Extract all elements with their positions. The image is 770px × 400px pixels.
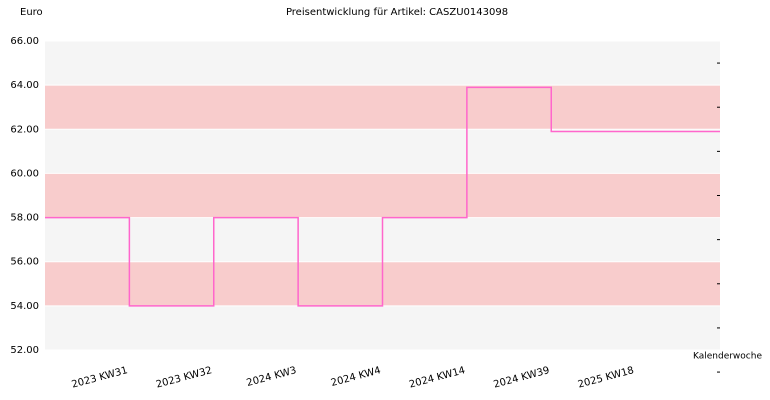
y-axis-label: Euro <box>20 7 43 18</box>
x-tick-label: 2023 KW32 <box>155 365 213 390</box>
y-tick-label: 60.00 <box>10 168 39 179</box>
x-tick-label: 2025 KW18 <box>577 365 635 390</box>
x-tick-label: 2024 KW39 <box>492 365 550 390</box>
band <box>45 41 720 86</box>
x-tick-label: 2024 KW14 <box>408 365 466 390</box>
price-line <box>45 86 720 307</box>
y-tick-label: 66.00 <box>10 36 39 47</box>
band <box>45 129 720 174</box>
chart-title: Preisentwicklung für Artikel: CASZU01430… <box>286 7 508 18</box>
x-tick-label: 2024 KW4 <box>330 365 382 389</box>
y-tick-label: 54.00 <box>10 301 39 312</box>
y-tick-label: 62.00 <box>10 124 39 135</box>
y-tick-label: 56.00 <box>10 257 39 268</box>
y-tick-label: 58.00 <box>10 213 39 224</box>
x-axis-label: Kalenderwoche <box>693 352 762 362</box>
x-tick-label: 2023 KW31 <box>71 365 129 390</box>
y-tick-label: 52.00 <box>10 345 39 356</box>
y-tick-label: 64.00 <box>10 80 39 91</box>
band <box>45 305 720 350</box>
x-tick-label: 2024 KW3 <box>245 365 297 389</box>
band <box>45 85 720 130</box>
band <box>45 173 720 218</box>
